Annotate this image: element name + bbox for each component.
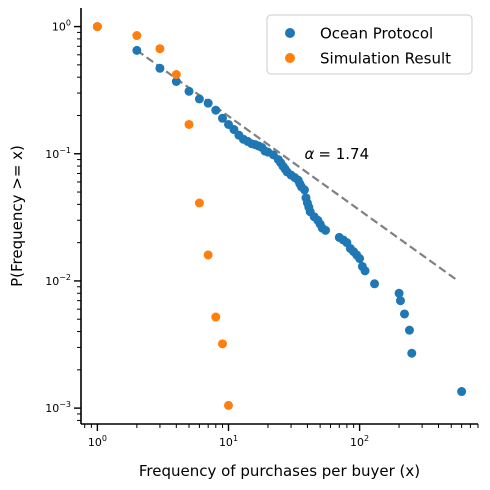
- power-law-fit-line: [136, 49, 458, 281]
- point-ocean-protocol: [394, 288, 404, 298]
- point-ocean-protocol: [321, 225, 331, 235]
- point-simulation-result: [92, 22, 102, 32]
- alpha-value: = 1.74: [318, 145, 369, 163]
- point-ocean-protocol: [407, 348, 417, 358]
- y-tick-label: 100: [52, 19, 71, 34]
- point-ocean-protocol: [171, 76, 181, 86]
- legend-marker-ocean-protocol: [285, 28, 295, 38]
- point-simulation-result: [223, 400, 233, 410]
- y-axis-title: P(Frequency >= x): [8, 145, 26, 287]
- point-ocean-protocol: [370, 279, 380, 289]
- x-tick-label: 100: [88, 434, 107, 449]
- legend-label-ocean-protocol: Ocean Protocol: [320, 25, 433, 43]
- x-axis-title: Frequency of purchases per buyer (x): [139, 462, 420, 480]
- y-tick-label: 10−2: [45, 273, 71, 288]
- legend-frame: [266, 14, 473, 75]
- point-ocean-protocol: [203, 98, 213, 108]
- point-ocean-protocol: [217, 113, 227, 123]
- point-simulation-result: [211, 312, 221, 322]
- point-ocean-protocol: [355, 254, 365, 264]
- point-simulation-result: [155, 44, 165, 54]
- point-simulation-result: [171, 69, 181, 79]
- point-ocean-protocol: [457, 387, 467, 397]
- point-ocean-protocol: [395, 296, 405, 306]
- point-simulation-result: [203, 250, 213, 260]
- point-ocean-protocol: [300, 185, 310, 195]
- x-tick-label: 101: [219, 434, 238, 449]
- point-simulation-result: [132, 31, 142, 41]
- point-ocean-protocol: [132, 45, 142, 55]
- x-tick-label: 102: [350, 434, 369, 449]
- point-ocean-protocol: [360, 266, 370, 276]
- point-ocean-protocol: [211, 105, 221, 115]
- legend-label-simulation-result: Simulation Result: [320, 50, 451, 68]
- point-ocean-protocol: [184, 86, 194, 96]
- point-ocean-protocol: [399, 309, 409, 319]
- legend: Ocean Protocol Simulation Result: [266, 14, 473, 75]
- point-simulation-result: [194, 198, 204, 208]
- point-simulation-result: [184, 119, 194, 129]
- y-tick-label: 10−1: [45, 146, 71, 161]
- point-simulation-result: [217, 339, 227, 349]
- legend-marker-simulation-result: [285, 53, 295, 63]
- point-ocean-protocol: [155, 63, 165, 73]
- alpha-annotation: α = 1.74: [305, 145, 370, 163]
- point-ocean-protocol: [194, 94, 204, 104]
- alpha-symbol: α: [305, 145, 315, 163]
- y-tick-label: 10−3: [45, 400, 71, 415]
- point-ocean-protocol: [404, 325, 414, 335]
